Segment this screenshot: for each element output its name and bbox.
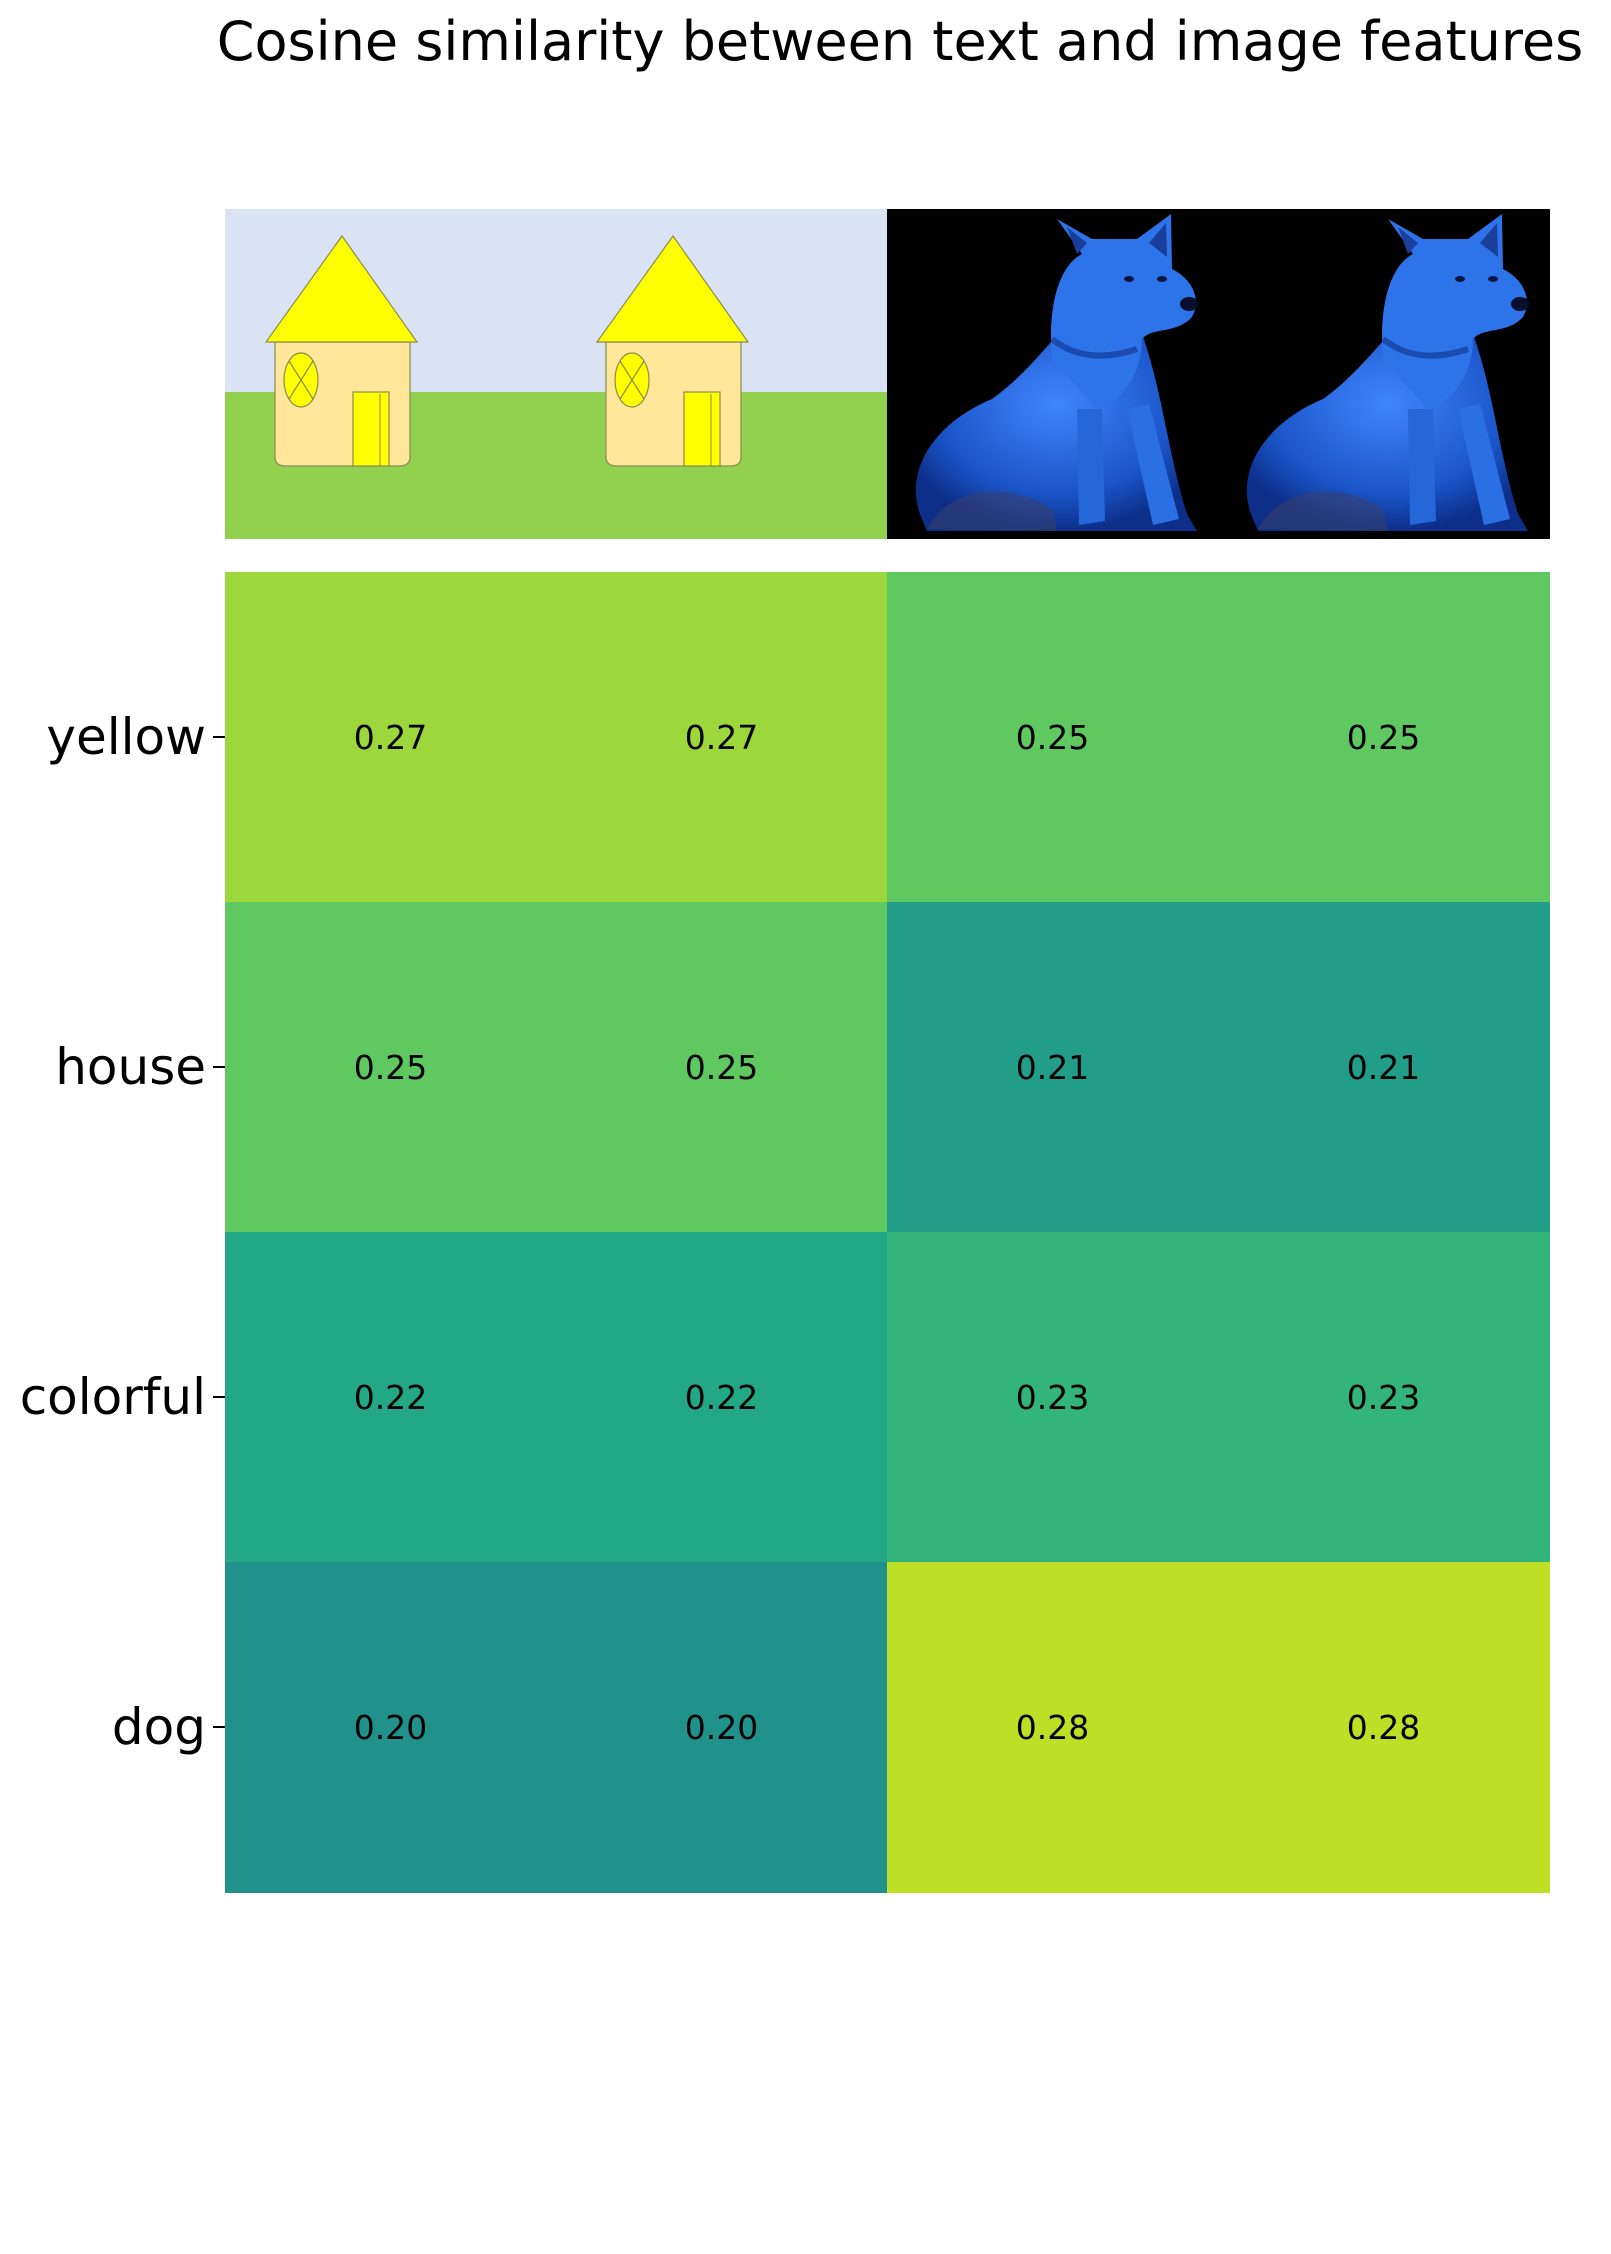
heatmap-cell-label: 0.25 (354, 1048, 427, 1087)
heatmap-cell-label: 0.28 (1016, 1708, 1089, 1747)
y-tick-label: yellow (46, 708, 206, 766)
heatmap-cell-label: 0.20 (354, 1708, 427, 1747)
heatmap-cell-label: 0.27 (685, 718, 758, 757)
heatmap-value-labels: 0.27 0.27 0.25 0.25 0.25 0.25 0.21 0.21 0.22 0.22… (354, 718, 1420, 1747)
y-tick-label: colorful (20, 1368, 206, 1426)
heatmap-cell-label: 0.22 (354, 1378, 427, 1417)
heatmap-cell-label: 0.25 (685, 1048, 758, 1087)
heatmap-cell-label: 0.25 (1347, 718, 1420, 757)
heatmap-cell-label: 0.25 (1016, 718, 1089, 757)
heatmap-cell (1218, 572, 1550, 903)
blue-dog-image (1218, 209, 1550, 539)
heatmap-cell-label: 0.28 (1347, 1708, 1420, 1747)
heatmap-cell (225, 1232, 557, 1563)
heatmap-cell-label: 0.27 (354, 718, 427, 757)
heatmap-cell (1218, 902, 1550, 1233)
y-tick-label: house (55, 1038, 206, 1096)
heatmap-cell (225, 572, 557, 903)
heatmap-cell (556, 572, 888, 903)
y-tick-label: dog (112, 1698, 206, 1756)
heatmap-cell (1218, 1232, 1550, 1563)
heatmap-cell-label: 0.21 (1016, 1048, 1089, 1087)
yellow-house-image (556, 209, 888, 539)
heatmap-cell (556, 1232, 888, 1563)
heatmap-cell-label: 0.22 (685, 1378, 758, 1417)
y-axis: yellow house colorful dog (20, 708, 225, 1756)
heatmap-cell (556, 1562, 888, 1893)
heatmap-cell (225, 1562, 557, 1893)
heatmap-cell (1218, 1562, 1550, 1893)
heatmap-cell (887, 1232, 1219, 1563)
heatmap-cell (887, 1562, 1219, 1893)
heatmap-cell-label: 0.21 (1347, 1048, 1420, 1087)
heatmap-cell (225, 902, 557, 1233)
heatmap-cells (225, 572, 1550, 1893)
yellow-house-image (225, 209, 557, 539)
heatmap-cell-label: 0.23 (1016, 1378, 1089, 1417)
heatmap-cell (887, 572, 1219, 903)
chart-title: Cosine similarity between text and image… (217, 10, 1583, 73)
image-strip (225, 209, 1550, 539)
heatmap-cell (887, 902, 1219, 1233)
heatmap-cell (556, 902, 888, 1233)
heatmap-cell-label: 0.20 (685, 1708, 758, 1747)
blue-dog-image (887, 209, 1219, 539)
heatmap-cell-label: 0.23 (1347, 1378, 1420, 1417)
